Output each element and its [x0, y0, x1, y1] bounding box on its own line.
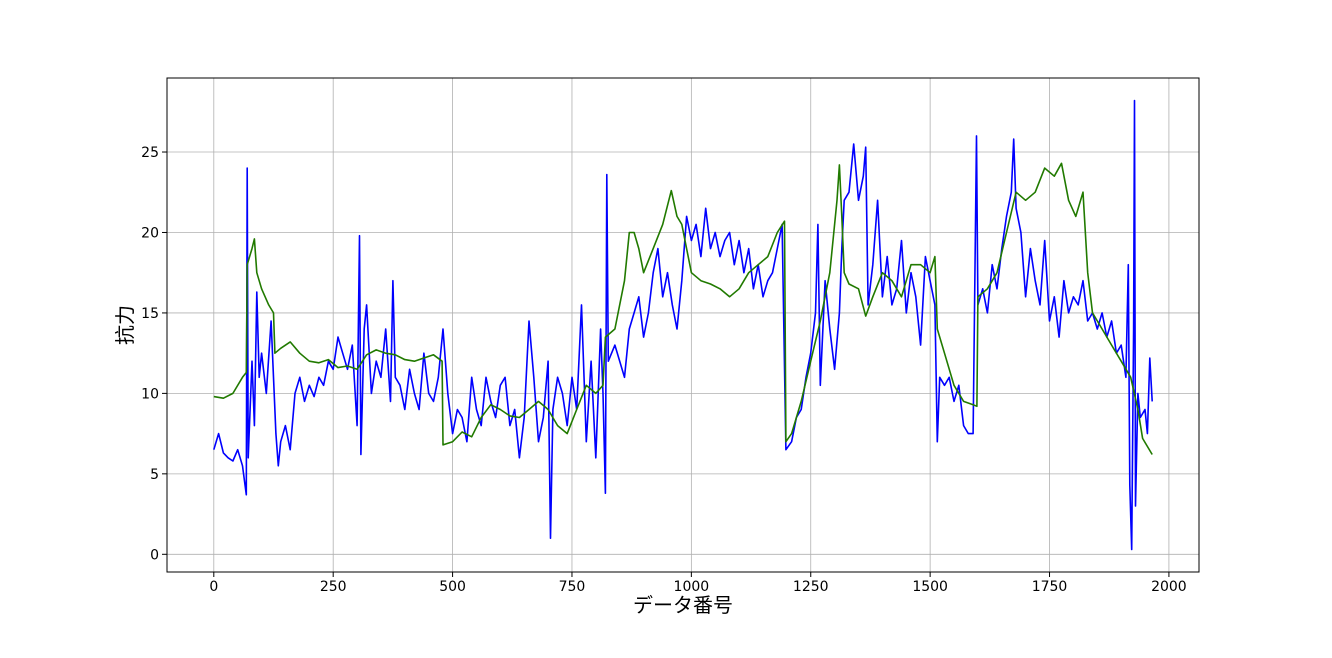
x-tick-label: 1500	[912, 579, 948, 595]
x-axis-label: データ番号	[633, 593, 733, 617]
y-tick-label: 0	[150, 547, 159, 563]
y-tick-label: 10	[141, 386, 159, 402]
x-tick-label: 750	[559, 579, 586, 595]
x-tick-label: 0	[209, 579, 218, 595]
y-tick-label: 5	[150, 467, 159, 483]
plot-frame	[166, 77, 1200, 573]
x-tick-label: 1000	[674, 579, 710, 595]
x-tick-label: 500	[439, 579, 466, 595]
x-tick-label: 1250	[793, 579, 829, 595]
x-tick-label: 1750	[1032, 579, 1068, 595]
y-tick-label: 25	[141, 145, 159, 161]
x-tick-label: 250	[320, 579, 347, 595]
y-tick-label: 15	[141, 306, 159, 322]
y-axis-label: 抗力	[113, 305, 137, 345]
y-tick-label: 20	[141, 225, 159, 241]
data-line	[213, 162, 1153, 455]
data-line	[213, 99, 1153, 551]
x-tick-label: 2000	[1151, 579, 1187, 595]
